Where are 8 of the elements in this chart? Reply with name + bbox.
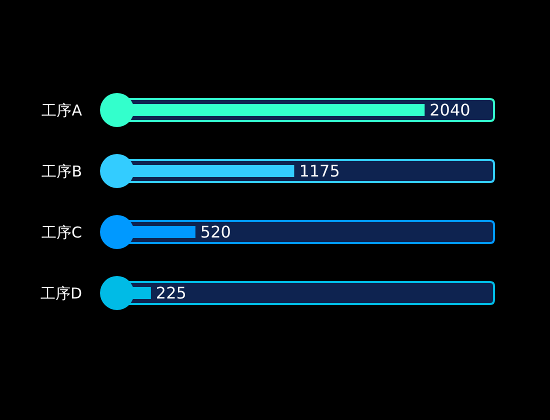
y-tick-label: 工序A <box>42 101 83 120</box>
y-tick-label: 工序D <box>40 284 82 302</box>
y-tick-label: 工序B <box>42 162 82 180</box>
y-tick-label: 工序C <box>42 223 82 242</box>
data-label: 2040 <box>430 100 470 120</box>
data-label: 225 <box>156 284 186 303</box>
data-label: 520 <box>200 222 231 242</box>
data-label: 1175 <box>299 162 340 181</box>
